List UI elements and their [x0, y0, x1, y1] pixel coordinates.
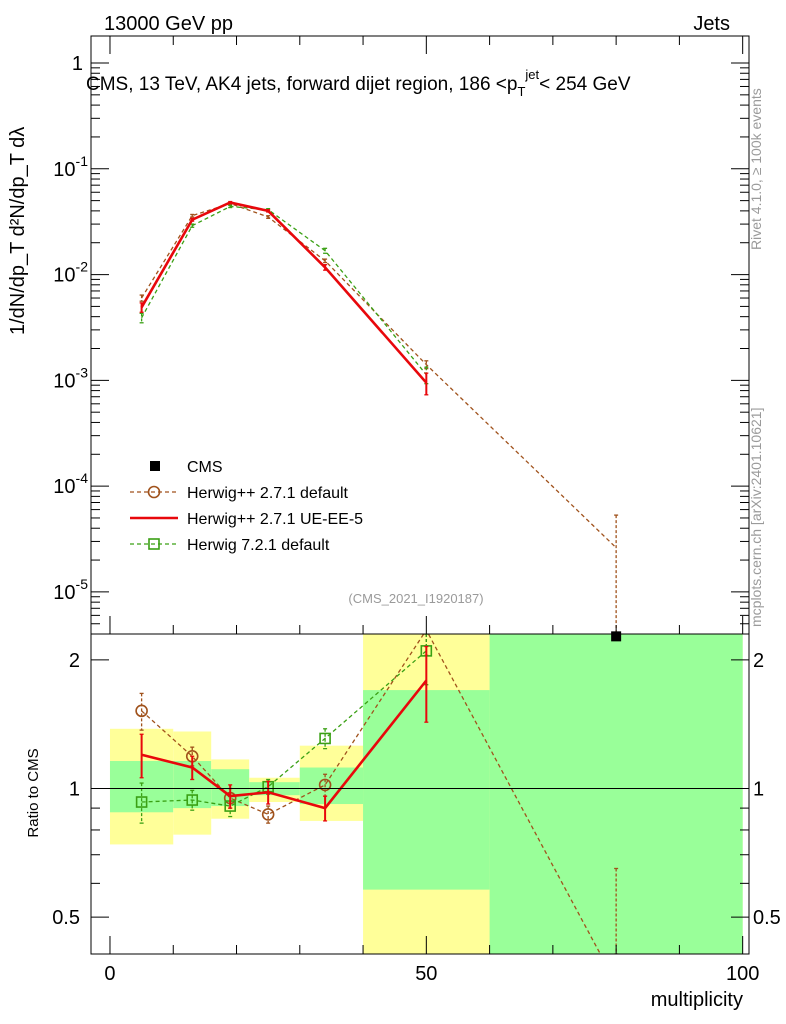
legend-marker-herwig-2-7-1-default — [147, 485, 161, 499]
legend-label-herwig-2-7-1-ue-ee-5: Herwig++ 2.7.1 UE-EE-5 — [187, 511, 363, 528]
ratio-y-tick-label-right: 2 — [753, 650, 764, 672]
ratio-y-tick-label-left: 0.5 — [52, 907, 80, 929]
ratio-y-tick-label-left: 1 — [69, 779, 80, 801]
ratio-y-tick-label-right: 1 — [753, 779, 764, 801]
main-y-tick-label: 10-5 — [53, 576, 88, 604]
herwig-2-7-1-ue-ee-5-line — [140, 201, 428, 384]
x-tick-label: 0 — [104, 963, 115, 985]
y-axis-label: 1/dN/dp_T d²N/dp_T dλ — [7, 127, 29, 335]
mcplots-credit-label: mcplots.cern.ch [arXiv:2401.10621] — [748, 408, 764, 627]
ratio-band-green — [363, 690, 490, 890]
ratio-axes: 0.5 0.5 1 1 2 2 — [52, 650, 781, 929]
herwig-2-7-1-default-point — [261, 808, 275, 821]
ratio-panel-series — [135, 634, 619, 954]
herwig-7-2-1-default-line — [141, 650, 427, 807]
header-left-label: 13000 GeV pp — [104, 13, 233, 35]
herwig-2-7-1-default-point — [318, 778, 332, 792]
ratio-y-tick-label-right: 0.5 — [753, 907, 781, 929]
rivet-version-label: Rivet 4.1.0, ≥ 100k events — [748, 88, 764, 250]
legend-marker-cms — [150, 461, 160, 471]
legend: CMS Herwig++ 2.7.1 default Herwig++ 2.7.1 … — [130, 459, 363, 554]
legend-marker-herwig-7-2-1-default — [148, 538, 160, 550]
herwig-7-2-1-default-line — [141, 205, 427, 376]
ratio-y-axis-label: Ratio to CMS — [25, 748, 42, 837]
main-y-tick-label: 10-3 — [53, 364, 88, 392]
main-y-tick-label: 10-1 — [53, 153, 88, 181]
herwig-7-2-1-default-point — [135, 796, 148, 808]
legend-label-cms: CMS — [187, 459, 223, 476]
herwig-2-7-1-ue-ee-5-line — [141, 679, 428, 810]
main-y-tick-label: 1 — [72, 53, 83, 75]
x-axis: 0 50 100 — [104, 36, 759, 985]
herwig-7-2-1-default-point — [186, 794, 199, 806]
header-right-label: Jets — [693, 13, 730, 35]
herwig-2-7-1-default-point — [135, 704, 148, 718]
cms-point — [611, 631, 622, 642]
y-axis-title: 1/dN/dp_T d²N/dp_T dλ — [7, 127, 29, 335]
main-y-tick-label: 10-2 — [53, 259, 88, 287]
x-tick-label: 100 — [726, 963, 759, 985]
main-y-tick-label: 10-4 — [53, 470, 88, 498]
x-axis-label: multiplicity — [651, 989, 743, 1011]
main-panel-series — [139, 200, 622, 642]
legend-label-herwig-2-7-1-default: Herwig++ 2.7.1 default — [187, 485, 349, 502]
x-tick-label: 50 — [415, 963, 437, 985]
ratio-y-tick-label-left: 2 — [69, 650, 80, 672]
panel-frames — [90, 35, 750, 955]
legend-label-herwig-7-2-1-default: Herwig 7.2.1 default — [187, 537, 330, 554]
chart-title: CMS, 13 TeV, AK4 jets, forward dijet reg… — [86, 67, 631, 99]
main-y-axis: 1 10-1 10-2 10-3 10-4 10-5 — [53, 53, 749, 635]
analysis-id-watermark: (CMS_2021_I1920187) — [348, 591, 483, 606]
ratio-panel-frame — [90, 633, 750, 955]
herwig-7-2-1-default-point — [319, 732, 331, 745]
